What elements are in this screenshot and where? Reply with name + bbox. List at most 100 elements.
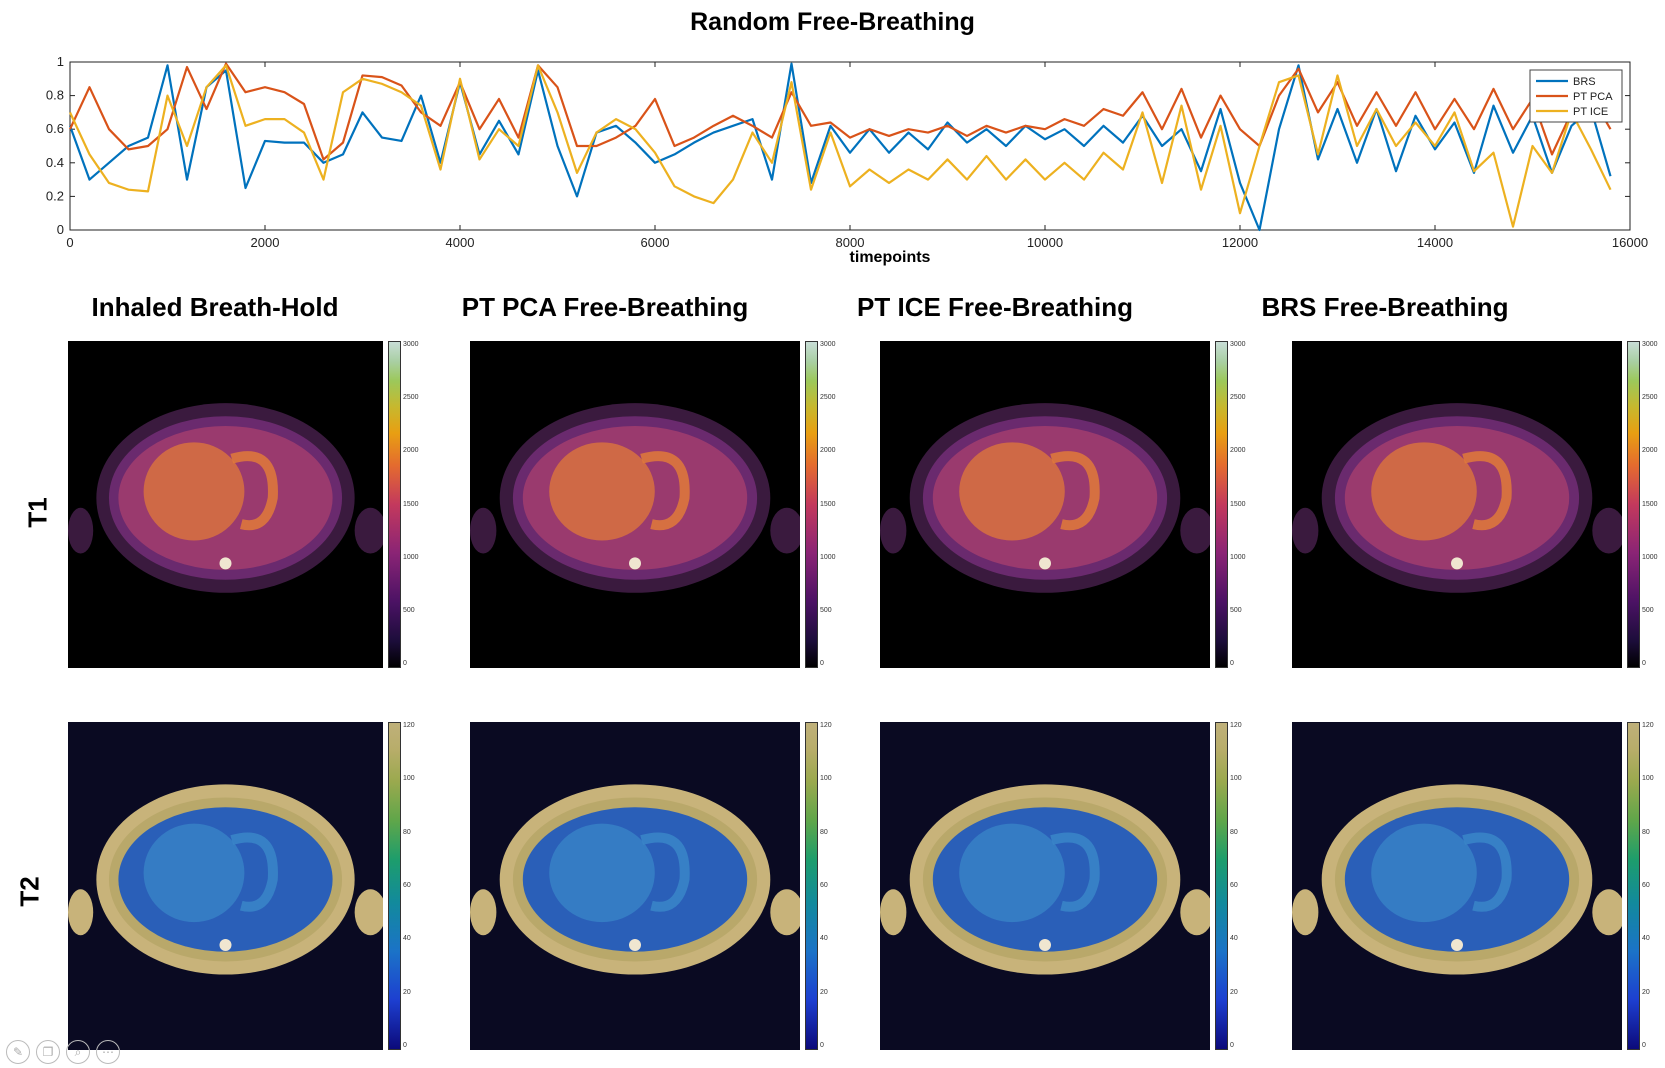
colorbar-tick-label: 60 [403,882,411,889]
t1-colorbar-ticks: 3000 2500 2000 1500 1000 500 0 [1642,341,1665,668]
colorbar-tick-label: 0 [820,660,824,667]
colorbar-tick-label: 1000 [820,553,836,561]
row-label-t2: T2 [14,876,45,907]
y-tick-label: 1 [57,54,64,69]
colorbar-tick-label: 80 [820,828,828,836]
row-label-t1: T1 [22,497,53,528]
t2-map-pt-ice [880,722,1210,1050]
t2-map-brs [1292,722,1622,1050]
column-title-pt-pca: PT PCA Free-Breathing [461,292,749,322]
t2-colorbar-ticks: 120 100 80 60 40 20 0 [403,722,427,1050]
colorbar-tick-label: 2500 [403,394,419,402]
t2-colorbar [1215,722,1228,1050]
zoom-icon[interactable]: ⌕ [66,1040,90,1064]
y-tick-label: 0 [57,222,64,237]
x-tick-label: 14000 [1417,235,1453,250]
colorbar-tick-label: 3000 [1642,341,1658,348]
series-line-pt-ice [69,64,1612,228]
series-line-pt-pca [69,62,1612,161]
colorbar-tick-label: 20 [820,988,828,996]
t1-colorbar [805,341,818,668]
t1-map-pt-ice [880,341,1210,668]
colorbar-tick-label: 3000 [1230,341,1246,348]
legend-entry: PT PCA [1573,91,1613,103]
colorbar-tick-label: 120 [403,722,415,729]
colorbar-tick-label: 0 [1230,1042,1234,1049]
colorbar-tick-label: 2000 [1642,447,1658,455]
t1-map-pt-pca [470,341,800,668]
colorbar-tick-label: 80 [403,828,411,836]
line-chart: 0 2000 4000 6000 8000 10000 12000 14000 16000 0 0.… [46,54,1648,266]
colorbar-tick-label: 40 [1230,935,1238,943]
t2-map-pt-pca [470,722,800,1050]
colorbar-tick-label: 2000 [820,447,836,455]
t2-anatomy-image [68,784,383,975]
t2-colorbar [1627,722,1640,1050]
colorbar-tick-label: 20 [1230,988,1238,996]
copy-icon[interactable]: ❐ [36,1040,60,1064]
colorbar-tick-label: 40 [820,935,828,943]
x-tick-label: 4000 [446,235,475,250]
column-title-pt-ice: PT ICE Free-Breathing [857,292,1133,322]
t2-anatomy-image [470,784,800,975]
t1-colorbar [1627,341,1640,668]
t1-anatomy-image [68,403,383,593]
y-tick-label: 0.8 [46,88,64,103]
t1-colorbar [1215,341,1228,668]
t1-map-brs [1292,341,1622,668]
colorbar-tick-label: 60 [1230,882,1238,889]
pencil-icon[interactable]: ✎ [6,1040,30,1064]
colorbar-tick-label: 2500 [1642,394,1658,402]
t1-map-breath-hold [68,341,383,668]
viewer-toolbar: ✎ ❐ ⌕ ⋯ [6,1040,120,1064]
t1-colorbar [388,341,401,668]
t2-colorbar [388,722,401,1050]
t2-colorbar-ticks: 120 100 80 60 40 20 0 [820,722,844,1050]
x-tick-label: 16000 [1612,235,1648,250]
colorbar-tick-label: 120 [1642,722,1654,729]
colorbar-tick-label: 60 [1642,882,1650,889]
colorbar-tick-label: 20 [1642,988,1650,996]
t1-anatomy-image [880,403,1210,593]
colorbar-tick-label: 0 [403,660,407,667]
t2-anatomy-image [880,784,1210,975]
colorbar-tick-label: 0 [1230,660,1234,667]
colorbar-tick-label: 0 [820,1042,824,1049]
x-tick-label: 10000 [1027,235,1063,250]
colorbar-tick-label: 120 [1230,722,1242,729]
colorbar-tick-label: 500 [1230,606,1242,614]
figure-title: Random Free-Breathing [690,8,975,36]
t1-anatomy-image [1292,403,1622,593]
more-icon[interactable]: ⋯ [96,1040,120,1064]
t2-anatomy-image [1292,784,1622,975]
colorbar-tick-label: 2000 [1230,447,1246,455]
colorbar-tick-label: 60 [820,882,828,889]
column-title-breath-hold: Inhaled Breath-Hold [91,292,339,322]
t1-colorbar-ticks: 3000 2500 2000 1500 1000 500 0 [1230,341,1254,668]
colorbar-tick-label: 40 [1642,935,1650,943]
column-title-brs: BRS Free-Breathing [1261,292,1509,322]
colorbar-tick-label: 1500 [1230,500,1246,508]
t1-anatomy-image [470,403,800,593]
t2-colorbar-ticks: 120 100 80 60 40 20 0 [1642,722,1665,1050]
colorbar-tick-label: 1500 [1642,500,1658,508]
legend-entry: PT ICE [1573,106,1608,118]
t1-colorbar-ticks: 3000 2500 2000 1500 1000 500 0 [820,341,844,668]
colorbar-tick-label: 80 [1642,828,1650,836]
colorbar-tick-label: 100 [1230,775,1242,783]
t1-colorbar-ticks: 3000 2500 2000 1500 1000 500 0 [403,341,427,668]
colorbar-tick-label: 3000 [820,341,836,348]
x-tick-label: 6000 [641,235,670,250]
colorbar-tick-label: 1500 [403,500,419,508]
colorbar-tick-label: 20 [403,988,411,996]
y-tick-label: 0.4 [46,155,64,170]
y-tick-label: 0.2 [46,188,64,203]
x-tick-label: 2000 [251,235,280,250]
colorbar-tick-label: 500 [403,606,415,614]
colorbar-tick-label: 40 [403,935,411,943]
t2-colorbar [805,722,818,1050]
colorbar-tick-label: 100 [1642,775,1654,783]
colorbar-tick-label: 500 [1642,606,1654,614]
colorbar-tick-label: 1000 [403,553,419,561]
colorbar-tick-label: 0 [1642,1042,1646,1049]
